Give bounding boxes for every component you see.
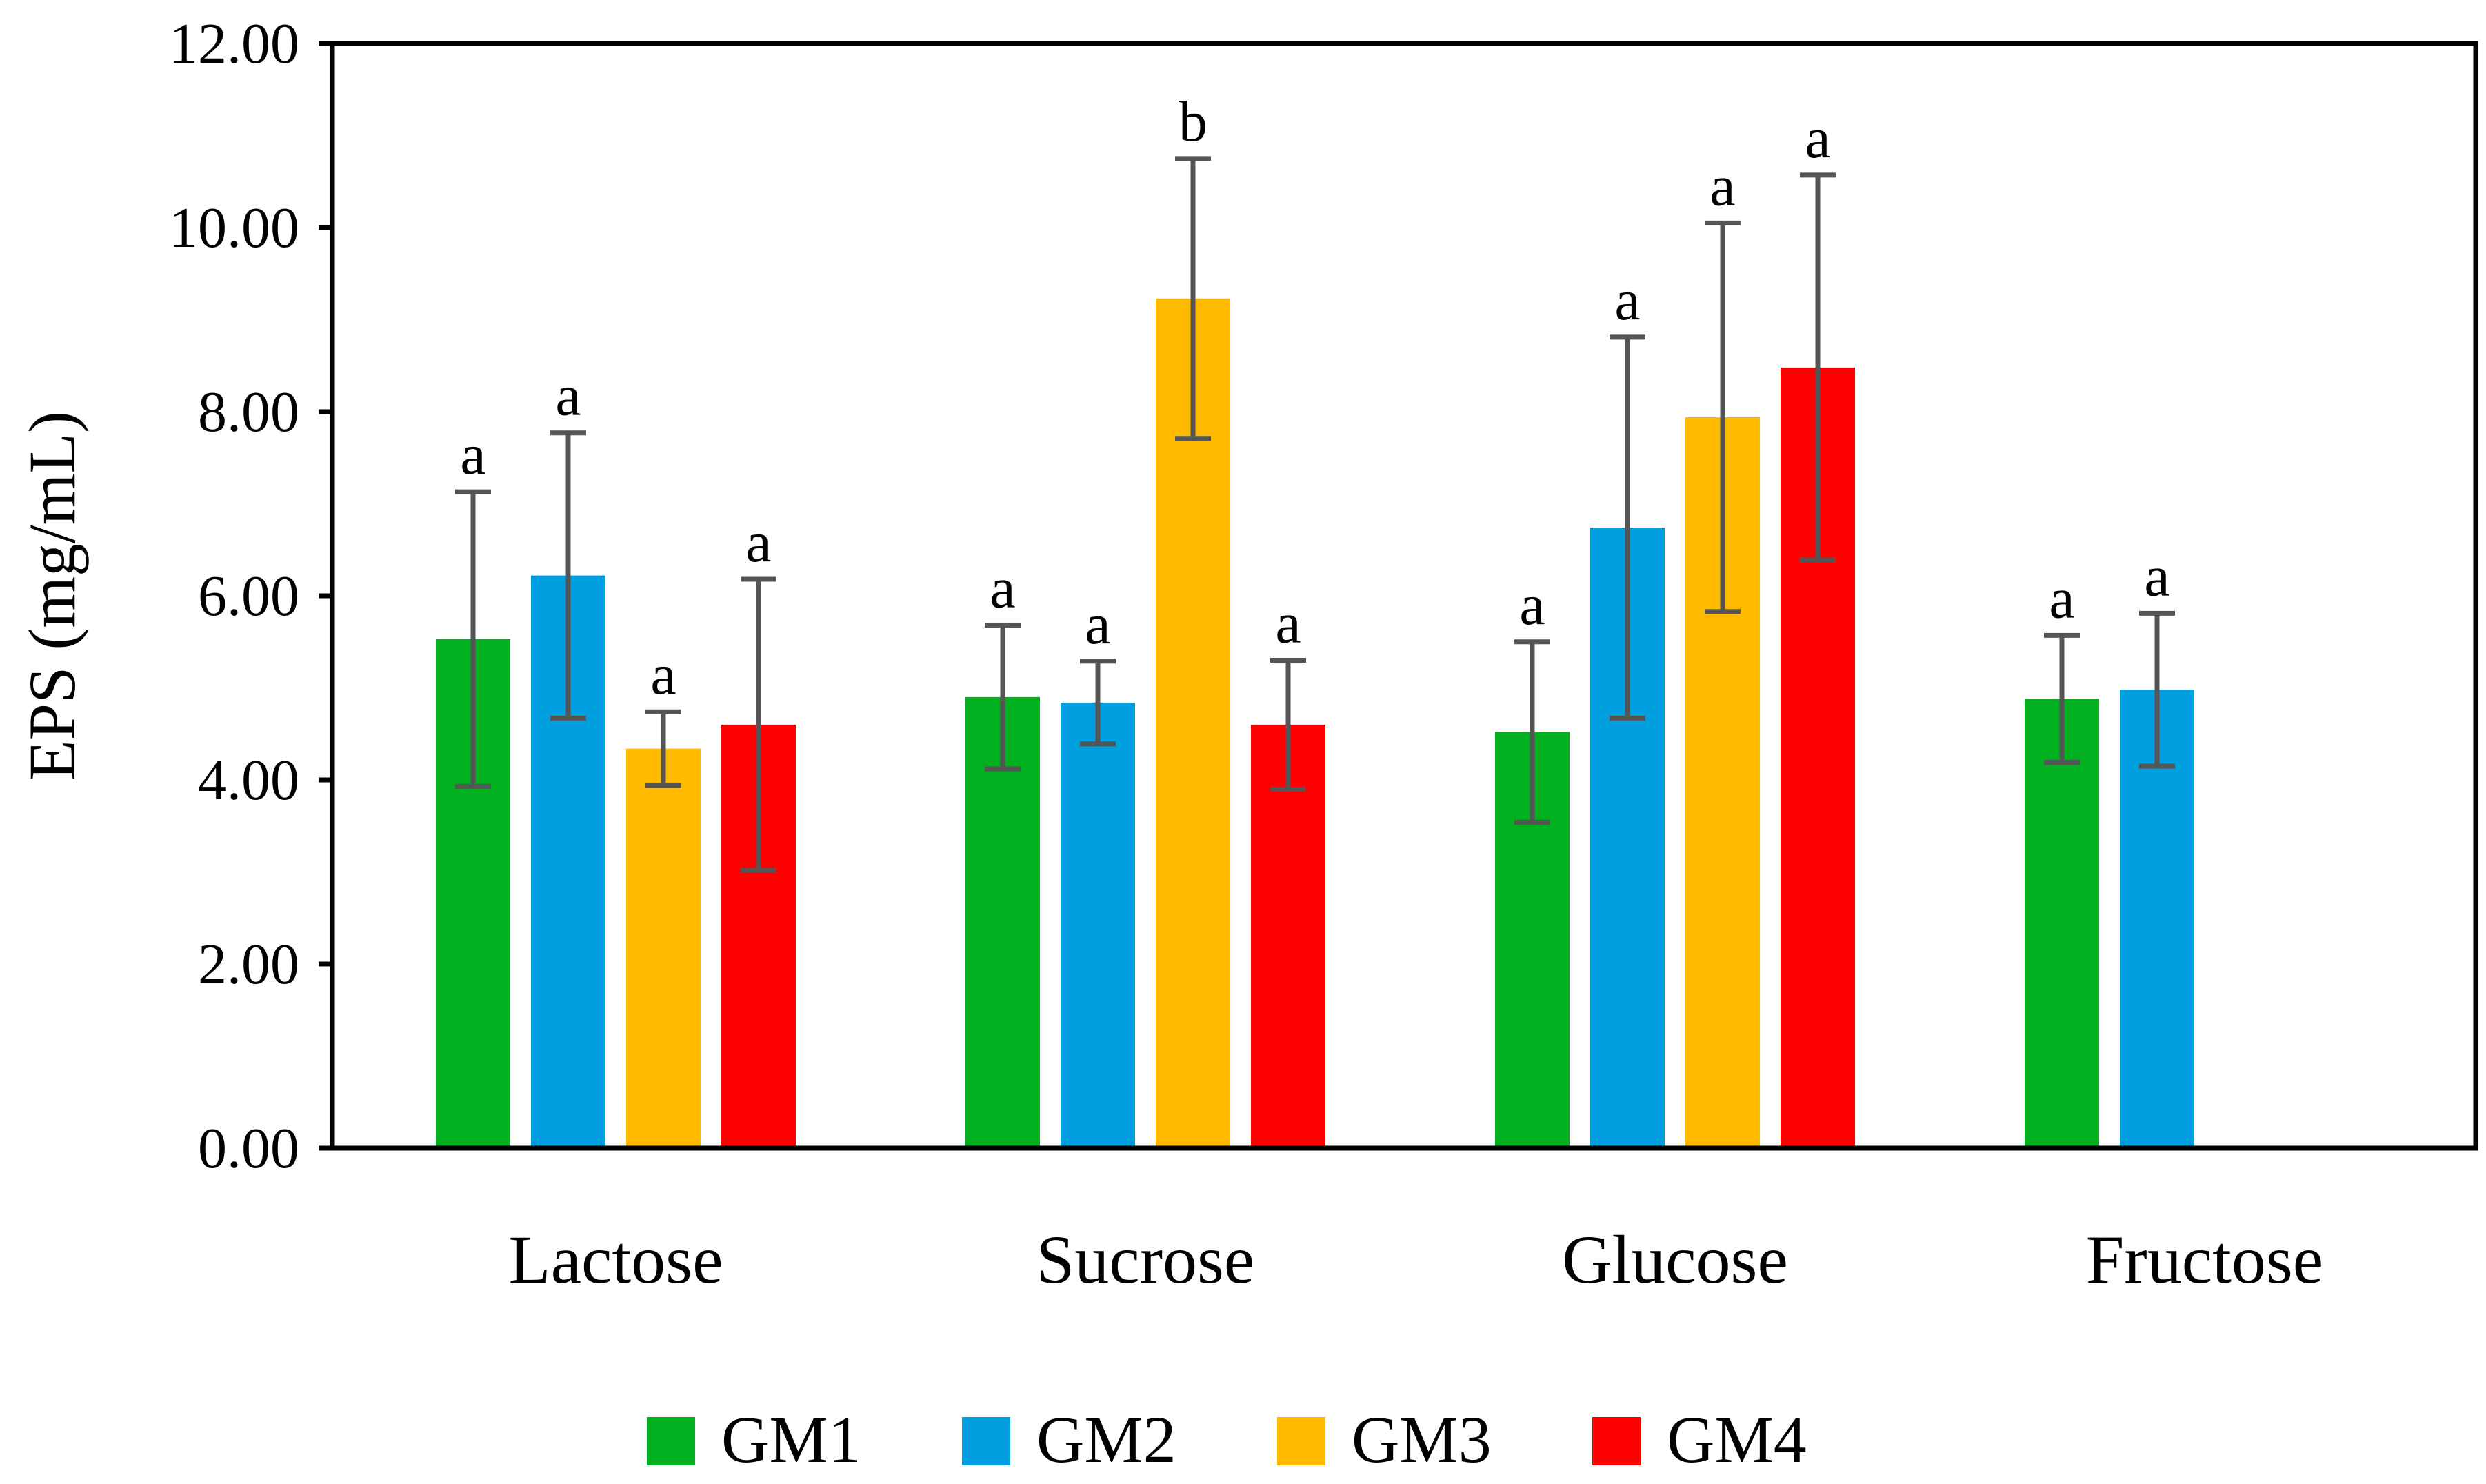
significance-letters-layer: a a a a a a b a a a a a a a <box>460 90 2169 707</box>
significance-letter-fructose-gm1: a <box>2049 566 2074 630</box>
y-ticks-layer: 0.00 2.00 4.00 6.00 8.00 10.00 12.00 <box>169 12 332 1181</box>
significance-letter-sucrose-gm2: a <box>1085 592 1110 656</box>
bar-lactose-gm3 <box>626 748 701 1148</box>
y-tick-label-6: 12.00 <box>169 12 299 76</box>
x-label-glucose: Glucose <box>1562 1221 1788 1298</box>
y-tick-label-2: 4.00 <box>198 748 299 812</box>
y-tick-label-3: 6.00 <box>198 564 299 628</box>
significance-letter-lactose-gm3: a <box>650 643 676 707</box>
significance-letter-glucose-gm3: a <box>1710 154 1735 218</box>
legend-swatch-gm1 <box>647 1417 695 1465</box>
y-tick-label-4: 8.00 <box>198 380 299 444</box>
significance-letter-glucose-gm2: a <box>1614 268 1640 332</box>
x-label-fructose: Fructose <box>2086 1221 2323 1298</box>
x-category-labels-layer: Lactose Sucrose Glucose Fructose <box>509 1221 2324 1298</box>
bars-layer <box>436 298 2194 1149</box>
bar-sucrose-gm1 <box>965 696 1040 1148</box>
legend-label-gm2: GM2 <box>1036 1403 1176 1476</box>
y-tick-label-5: 10.00 <box>169 196 299 260</box>
significance-letter-fructose-gm2: a <box>2144 544 2169 608</box>
bar-sucrose-gm4 <box>1251 724 1325 1148</box>
y-axis-title-layer: EPS (mg/mL) <box>15 411 89 781</box>
y-tick-label-1: 2.00 <box>198 932 299 996</box>
significance-letter-glucose-gm4: a <box>1805 106 1830 170</box>
legend-label-gm4: GM4 <box>1667 1403 1807 1476</box>
legend-swatch-gm4 <box>1592 1417 1641 1465</box>
x-label-sucrose: Sucrose <box>1036 1221 1255 1298</box>
x-label-lactose: Lactose <box>509 1221 723 1298</box>
significance-letter-sucrose-gm3: b <box>1179 90 1207 154</box>
significance-letter-lactose-gm2: a <box>555 364 581 428</box>
legend-label-gm1: GM1 <box>721 1403 861 1476</box>
significance-letter-sucrose-gm1: a <box>990 556 1015 621</box>
significance-letter-glucose-gm1: a <box>1519 573 1545 637</box>
significance-letter-lactose-gm1: a <box>460 423 485 487</box>
y-tick-label-0: 0.00 <box>198 1116 299 1181</box>
significance-letter-sucrose-gm4: a <box>1275 591 1301 655</box>
significance-letter-lactose-gm4: a <box>745 510 771 574</box>
legend-swatch-gm3 <box>1277 1417 1325 1465</box>
legend-label-gm3: GM3 <box>1352 1403 1492 1476</box>
legend: GM1 GM2 GM3 GM4 <box>647 1403 1807 1476</box>
bar-sucrose-gm2 <box>1061 702 1135 1148</box>
bar-fructose-gm1 <box>2025 699 2099 1148</box>
y-axis-title: EPS (mg/mL) <box>15 411 89 781</box>
legend-swatch-gm2 <box>962 1417 1010 1465</box>
error-bars-layer <box>455 156 2175 873</box>
